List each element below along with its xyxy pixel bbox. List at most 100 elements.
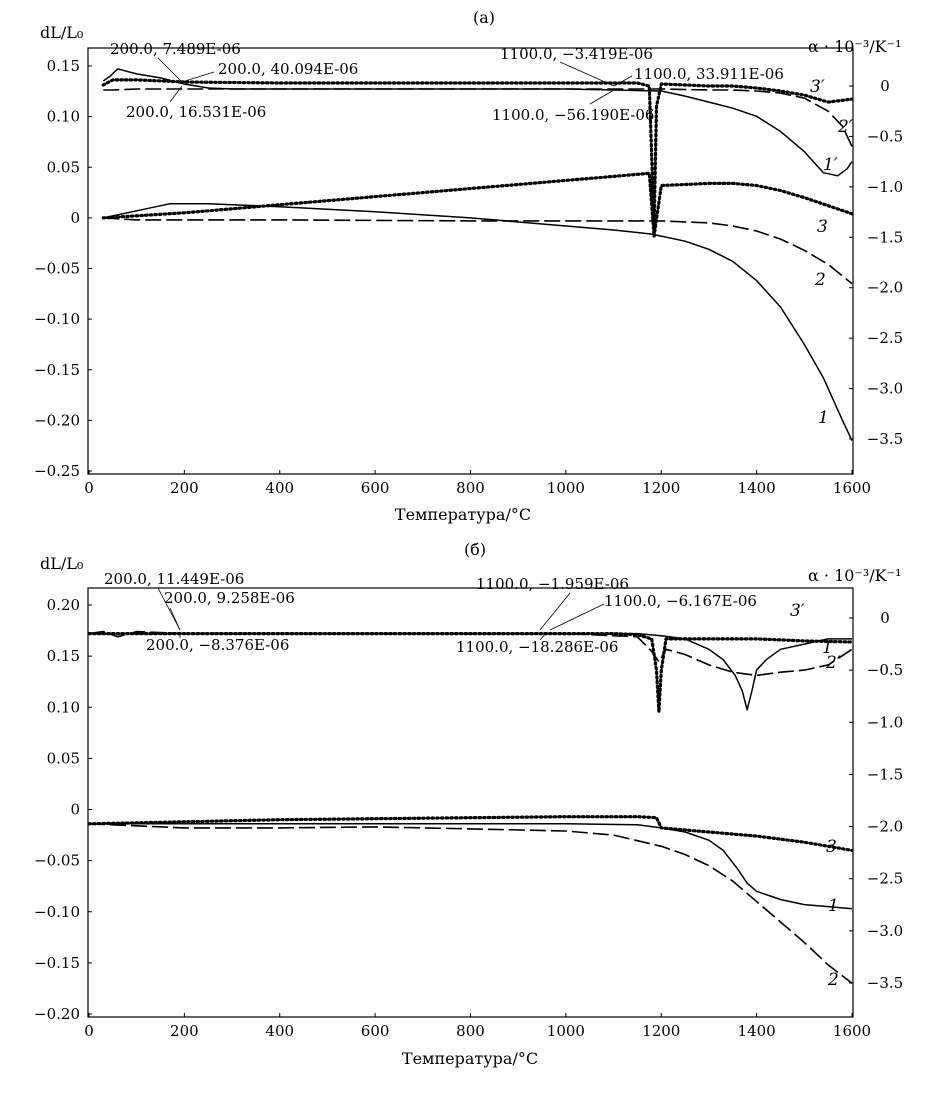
annotation-leader bbox=[559, 61, 615, 87]
y-right-tick-label: −2.0 bbox=[867, 279, 903, 297]
curve-label-2-prime: 2′ bbox=[825, 653, 841, 673]
y-left-tick-label: 0 bbox=[70, 209, 80, 227]
curve-label-3: 3 bbox=[817, 217, 828, 237]
annotation: 200.0, 40.094E-06 bbox=[218, 60, 358, 78]
panel-b-series-2 bbox=[88, 823, 853, 984]
x-tick-label: 200 bbox=[170, 479, 199, 497]
panel-b-series-3 bbox=[87, 815, 854, 853]
annotation: 200.0, 11.449E-06 bbox=[104, 570, 244, 588]
panel-a-series-1 bbox=[103, 202, 853, 441]
panel-b-annotations: 200.0, 11.449E-06 200.0, 9.258E-06 200.0… bbox=[104, 570, 757, 656]
panel-b-series-2-prime bbox=[88, 630, 853, 677]
annotation-leader bbox=[181, 71, 215, 83]
x-tick-label: 1400 bbox=[738, 1022, 776, 1040]
annotation: 200.0, 9.258E-06 bbox=[164, 589, 295, 607]
y-left-tick-label: −0.10 bbox=[34, 310, 80, 328]
annotation-leader bbox=[589, 89, 615, 105]
annotation-leader bbox=[613, 75, 633, 87]
y-right-tick-label: −3.0 bbox=[867, 922, 903, 940]
panel-a-annotations: 200.0, 7.489E-06 200.0, 40.094E-06 200.0… bbox=[110, 40, 784, 124]
y-left-tick-label: −0.15 bbox=[34, 361, 80, 379]
annotation-leader bbox=[169, 607, 181, 631]
y-left-tick-label: −0.20 bbox=[34, 1005, 80, 1023]
x-tick-label: 400 bbox=[265, 1022, 294, 1040]
y-right-tick-label: −2.5 bbox=[867, 870, 903, 888]
x-tick-label: 400 bbox=[265, 479, 294, 497]
y-left-tick-label: 0.20 bbox=[47, 596, 80, 614]
y-right-tick-label: −0.5 bbox=[867, 127, 903, 145]
panel-b-label: (б) bbox=[464, 540, 486, 559]
annotation: 200.0, −8.376E-06 bbox=[146, 636, 289, 654]
panel-b-xlabel: Температура/°C bbox=[402, 1049, 538, 1068]
y-right-tick-label: −1.0 bbox=[867, 178, 903, 196]
annotation-leader bbox=[157, 57, 183, 83]
y-right-tick-label: −3.5 bbox=[867, 430, 903, 448]
y-left-tick-label: −0.25 bbox=[34, 462, 80, 480]
x-tick-label: 1000 bbox=[547, 479, 585, 497]
curve-label-2: 2 bbox=[814, 270, 826, 290]
annotation: 200.0, 7.489E-06 bbox=[110, 40, 241, 58]
y-left-tick-label: 0.10 bbox=[47, 108, 80, 126]
panel-b-series-3-prime bbox=[87, 631, 854, 714]
curve-label-2: 2 bbox=[827, 970, 839, 990]
curve-label-1: 1 bbox=[818, 408, 829, 428]
annotation: 1100.0, −18.286E-06 bbox=[456, 638, 618, 656]
x-tick-label: 0 bbox=[84, 1022, 94, 1040]
y-left-tick-label: 0 bbox=[70, 801, 80, 819]
panel-a-xlabel: Температура/°C bbox=[395, 505, 531, 524]
y-right-tick-label: −2.5 bbox=[867, 329, 903, 347]
annotation-leader bbox=[169, 85, 183, 103]
panel-a-series-2-prime bbox=[103, 88, 853, 147]
panel-a-series-2 bbox=[103, 217, 853, 285]
annotation-leader bbox=[539, 592, 571, 631]
y-right-tick-label: −2.0 bbox=[867, 818, 903, 836]
annotation: 200.0, 16.531E-06 bbox=[126, 103, 266, 121]
y-left-tick-label: −0.05 bbox=[34, 260, 80, 278]
x-tick-label: 1600 bbox=[833, 1022, 871, 1040]
annotation-leader bbox=[539, 632, 547, 641]
panel-a: (а) dL/L₀ α · 10⁻³/K⁻¹ Температура/°C 0 2… bbox=[34, 8, 903, 524]
x-tick-label: 0 bbox=[84, 479, 94, 497]
y-left-tick-label: 0.10 bbox=[47, 698, 80, 716]
annotation: 1100.0, 33.911E-06 bbox=[634, 65, 784, 83]
panel-a-curve-labels: 1 2 3 1′ 2′ 3′ bbox=[810, 77, 853, 428]
y-left-tick-label: 0.05 bbox=[47, 749, 80, 767]
y-left-tick-label: 0.05 bbox=[47, 158, 80, 176]
y-right-tick-label: −1.5 bbox=[867, 765, 903, 783]
annotation-leader bbox=[549, 603, 605, 631]
x-tick-label: 800 bbox=[456, 1022, 485, 1040]
annotation: 1100.0, −3.419E-06 bbox=[500, 45, 653, 63]
panel-b-series-1 bbox=[89, 823, 853, 910]
annotation-leader bbox=[157, 587, 181, 631]
y-right-tick-label: −0.5 bbox=[867, 661, 903, 679]
x-tick-label: 1200 bbox=[642, 1022, 680, 1040]
panel-a-series-3 bbox=[101, 171, 854, 238]
curve-label-3-prime: 3′ bbox=[790, 601, 805, 621]
curve-label-3-prime: 3′ bbox=[810, 77, 825, 97]
x-tick-label: 600 bbox=[361, 1022, 390, 1040]
panel-b: (б) dL/L₀ α · 10⁻³/K⁻¹ Температура/°C 0 2… bbox=[34, 540, 903, 1068]
panel-a-label: (а) bbox=[473, 8, 495, 27]
x-tick-label: 1600 bbox=[833, 479, 871, 497]
x-tick-label: 600 bbox=[361, 479, 390, 497]
curve-label-3: 3 bbox=[826, 837, 837, 857]
y-right-tick-label: −3.0 bbox=[867, 380, 903, 398]
x-tick-label: 1000 bbox=[547, 1022, 585, 1040]
panel-b-ylabel-right: α · 10⁻³/K⁻¹ bbox=[808, 566, 901, 585]
panel-b-ylabel-left: dL/L₀ bbox=[40, 554, 83, 573]
annotation: 1100.0, −6.167E-06 bbox=[604, 592, 757, 610]
y-left-tick-label: 0.15 bbox=[47, 57, 80, 75]
x-tick-label: 1400 bbox=[738, 479, 776, 497]
annotation: 1100.0, −1.959E-06 bbox=[476, 575, 629, 593]
y-right-tick-label: 0 bbox=[880, 77, 890, 95]
panel-a-ylabel-right: α · 10⁻³/K⁻¹ bbox=[808, 37, 901, 56]
annotation: 1100.0, −56.190E-06 bbox=[492, 106, 654, 124]
x-tick-label: 1200 bbox=[642, 479, 680, 497]
panel-b-curve-labels: 1 2 3 1′ 2′ 3′ bbox=[790, 601, 841, 990]
x-tick-label: 800 bbox=[456, 479, 485, 497]
panel-a-ylabel-left: dL/L₀ bbox=[40, 23, 83, 42]
y-right-tick-label: 0 bbox=[880, 609, 890, 627]
panel-a-series-1-prime bbox=[102, 68, 853, 177]
y-right-tick-label: −3.5 bbox=[867, 974, 903, 992]
